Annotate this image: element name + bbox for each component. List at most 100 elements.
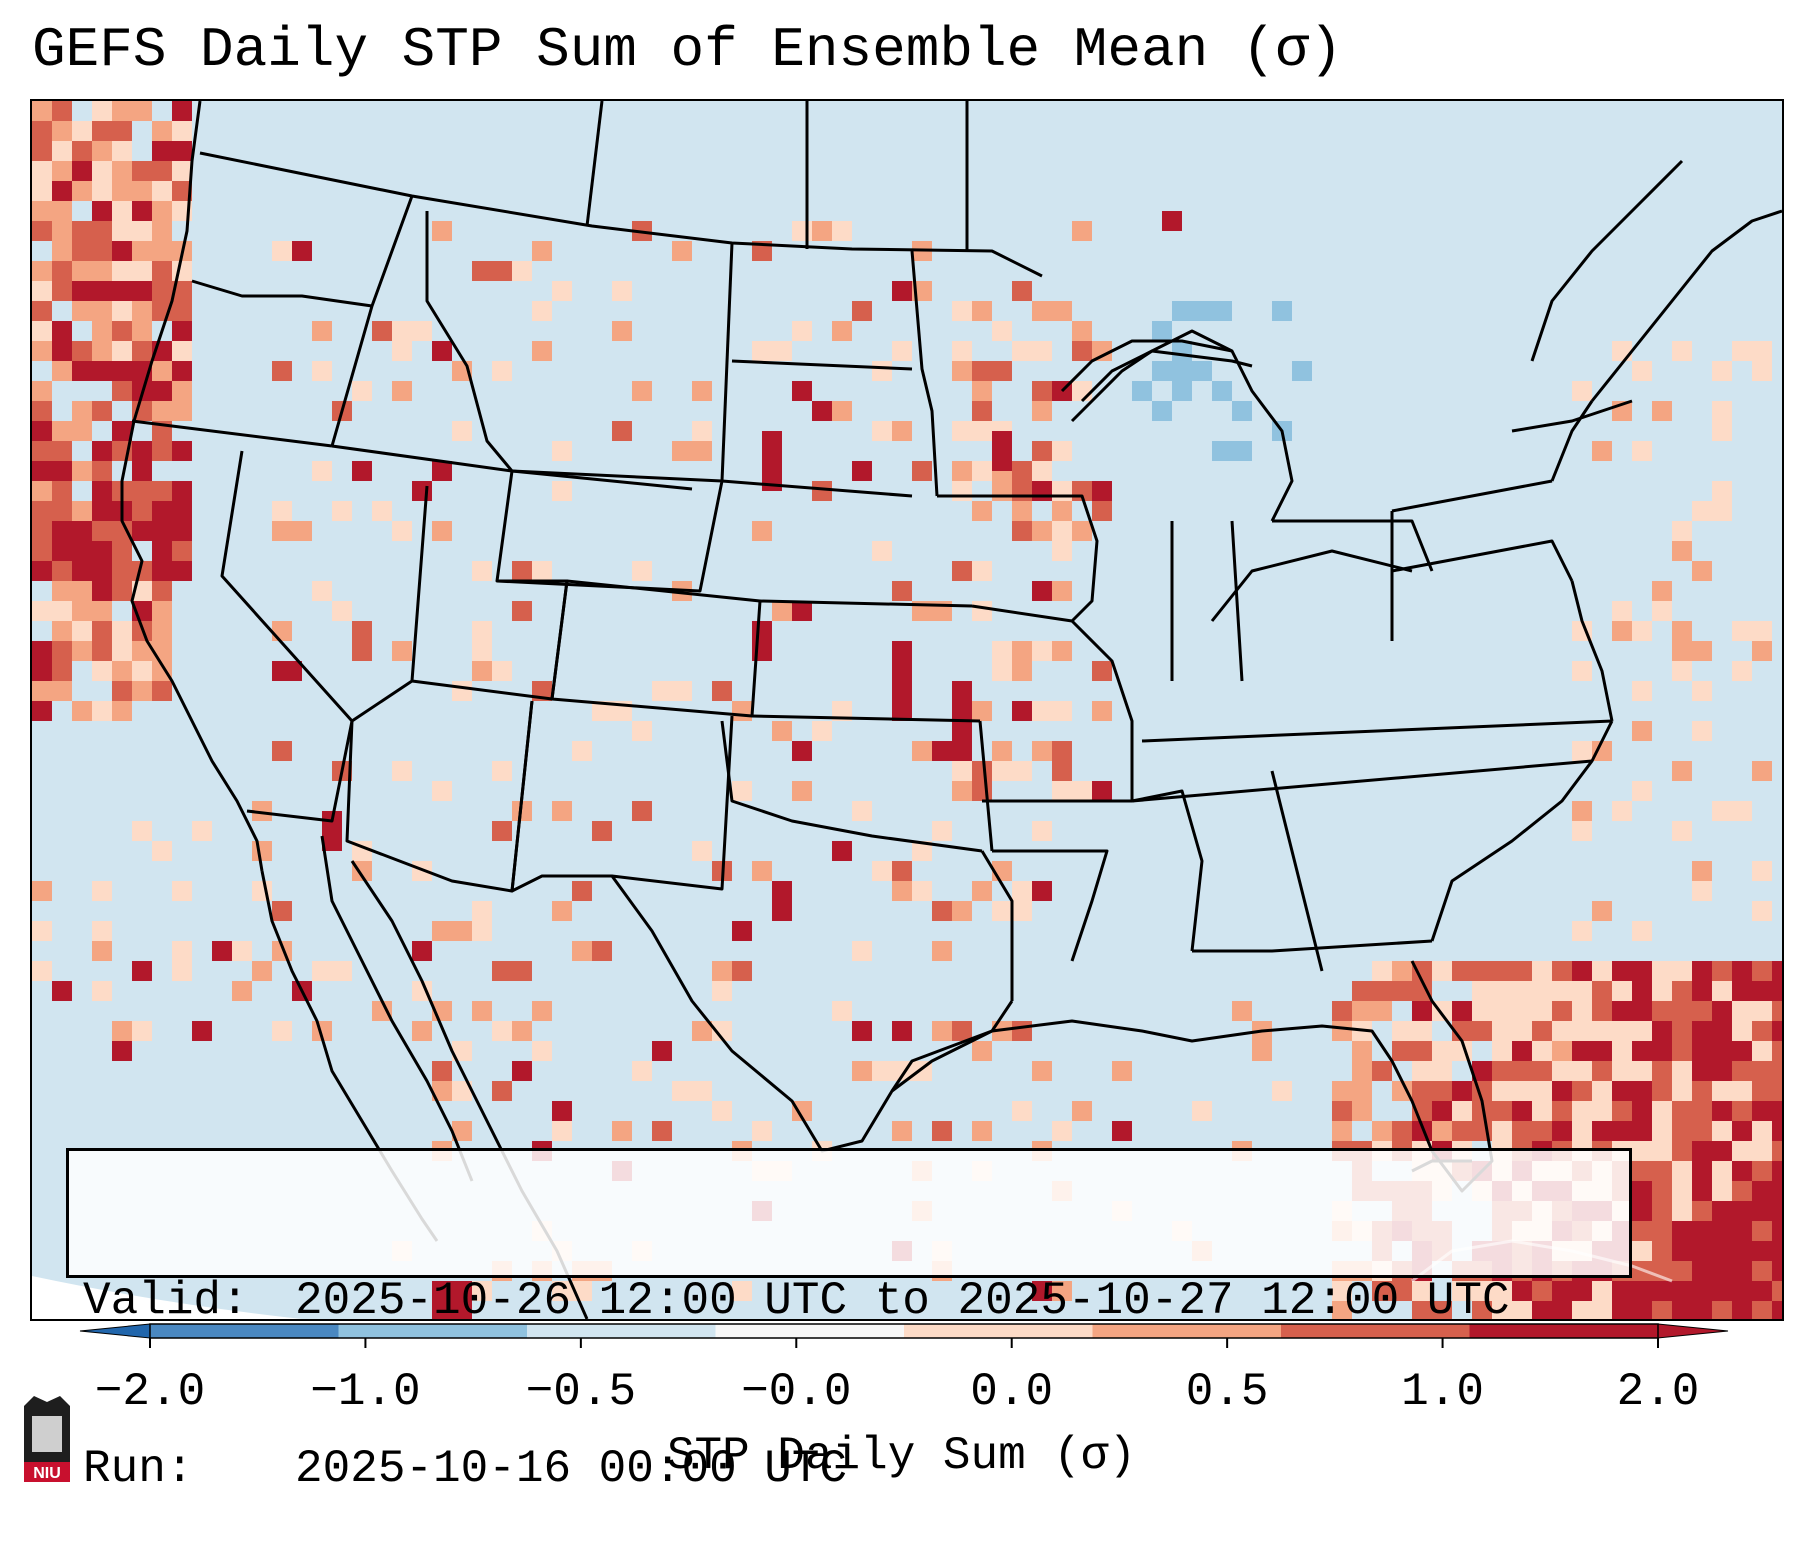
stp-cell [1012,481,1032,501]
stp-cell [32,321,52,341]
ca-nv-border [220,450,354,723]
stp-cell [52,501,72,521]
stp-cell [1512,1041,1532,1061]
stp-cell [1732,1221,1752,1241]
stp-cell [1752,1081,1772,1101]
stp-cell [172,541,192,561]
stp-cell [32,701,52,721]
baja-coast-gulf [320,835,474,1182]
stp-cell [872,861,892,881]
stp-cell [452,1081,472,1101]
stp-cell [952,741,972,761]
stp-cell [1712,1221,1732,1241]
stp-cell [1232,1001,1252,1021]
stp-cell [1592,1041,1612,1061]
stp-cell [1712,1041,1732,1061]
stp-cell [752,521,772,541]
stp-cell [932,741,952,761]
stp-cell [1012,701,1032,721]
stp-cell [912,841,932,861]
stp-cell [112,381,132,401]
stp-cell [1612,1061,1632,1081]
stp-cell [852,941,872,961]
stp-cell [512,1061,532,1081]
stp-cell [992,361,1012,381]
stp-cell [472,641,492,661]
stp-cell [152,261,172,281]
stp-cell [1272,301,1292,321]
run-row: Run: 2025-10-16 00:00 UTC [83,1441,1615,1497]
stp-cell [1392,1281,1412,1301]
stp-cell [92,341,112,361]
stp-cell [1652,1061,1672,1081]
stp-cell [1472,1061,1492,1081]
stp-cell [92,321,112,341]
stp-cell [1172,361,1192,381]
stp-cell [1652,1121,1672,1141]
run-value: 2025-10-16 00:00 UTC [295,1443,848,1495]
stp-cell [1632,621,1652,641]
stp-cell [132,521,152,541]
stp-cell [132,161,152,181]
stp-cell [112,561,132,581]
stp-cell [972,461,992,481]
stp-cell [332,501,352,521]
stp-cell [492,1021,512,1041]
stp-cell [612,321,632,341]
stp-cell [672,681,692,701]
stp-cell [172,441,192,461]
stp-cell [72,501,92,521]
stp-cell [1592,741,1612,761]
stp-cell [72,581,92,601]
stp-cell [1552,1061,1572,1081]
stp-cell [992,661,1012,681]
stp-cell [972,401,992,421]
stp-cell [132,181,152,201]
stp-cell [92,221,112,241]
map-panel[interactable] [30,99,1784,1321]
stp-cell [772,601,792,621]
colorbar-tick-label: 1.0 [1401,1366,1484,1418]
stp-cell [32,461,52,481]
stp-cell [172,321,192,341]
stp-cell [1532,1081,1552,1101]
stp-cell [1712,481,1732,501]
stp-cell [212,941,232,961]
stp-cell [172,501,192,521]
map-canvas[interactable] [32,101,1782,1319]
stp-cell [1712,1081,1732,1101]
stp-cell [92,921,112,941]
mn-west [910,250,939,497]
stp-cell [1352,1061,1372,1081]
ok-ar-border [978,720,994,852]
stp-cell [92,101,112,121]
niu-logo-text: NIU [33,1465,61,1482]
stp-cell [1612,1081,1632,1101]
stp-cell [732,961,752,981]
stp-cell [1032,521,1052,541]
stp-cell [992,761,1012,781]
stp-cell [1652,1001,1672,1021]
stp-cell [392,521,412,541]
stp-cell [452,921,472,941]
stp-cell [52,121,72,141]
stp-cell [1632,1141,1652,1161]
stp-cell [972,881,992,901]
stp-cell [92,441,112,461]
stp-cell [1572,1061,1592,1081]
stp-cell [72,161,92,181]
stp-cell [92,541,112,561]
stp-cell [292,521,312,541]
stp-cell [32,681,52,701]
stp-cell [352,621,372,641]
stp-cell [72,421,92,441]
stp-cell [1412,981,1432,1001]
stp-cell [432,1081,452,1101]
stp-cell [732,781,752,801]
stp-cell [1752,361,1772,381]
stp-cell [1772,1301,1782,1319]
stp-cell [192,1021,212,1041]
stp-cell [1652,581,1672,601]
stp-cell [1432,1061,1452,1081]
stp-cell [412,481,432,501]
